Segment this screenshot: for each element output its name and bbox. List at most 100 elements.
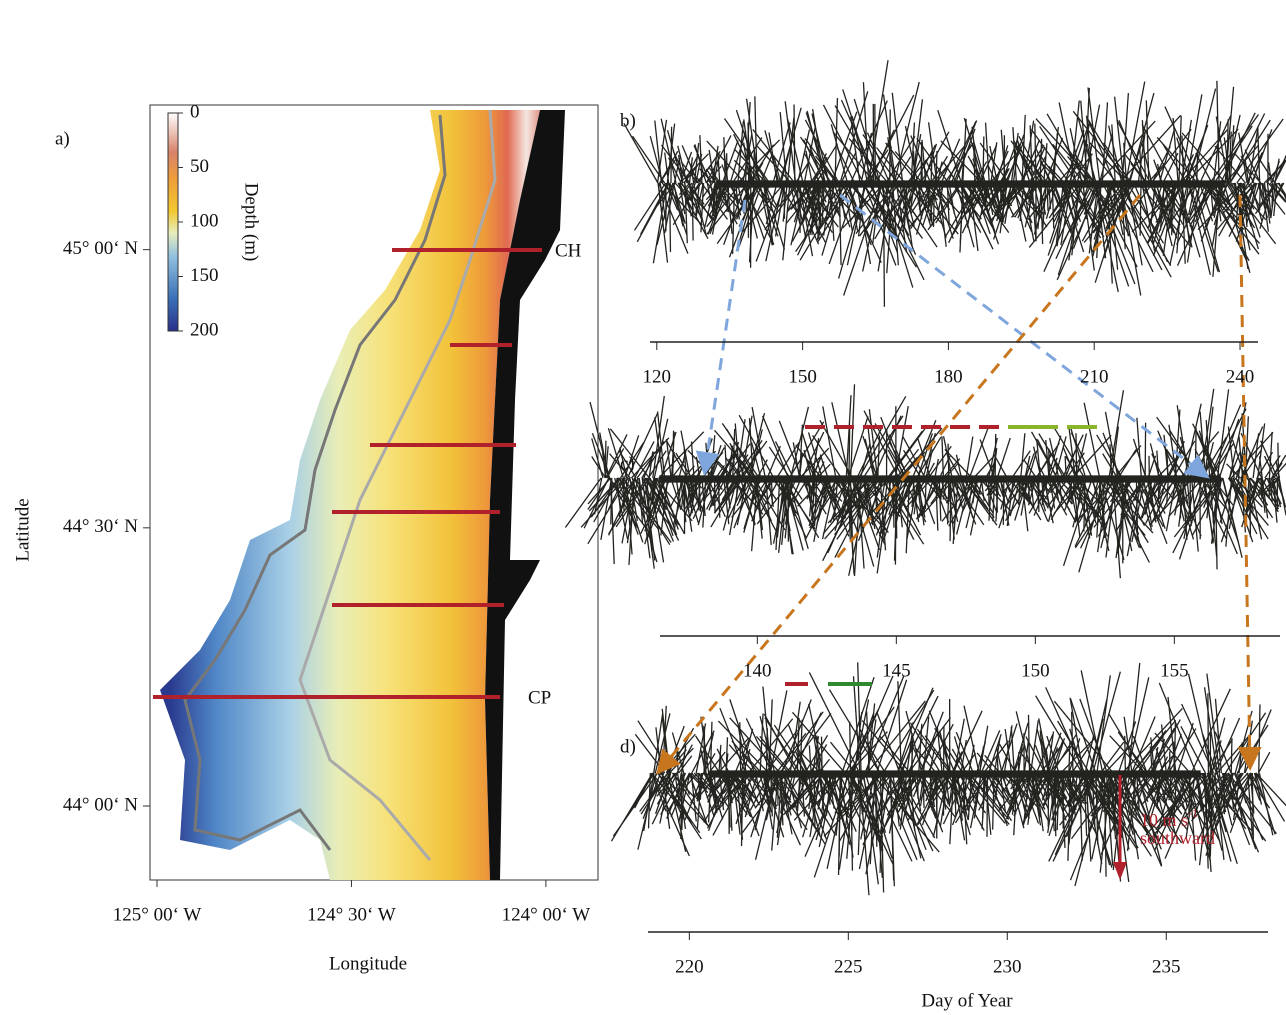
stick bbox=[728, 441, 740, 479]
stick bbox=[876, 712, 901, 774]
stick bbox=[848, 477, 871, 576]
stick bbox=[811, 182, 815, 236]
stick bbox=[1033, 165, 1046, 184]
stick bbox=[691, 730, 715, 774]
stick bbox=[944, 463, 959, 479]
connectors bbox=[656, 193, 1262, 775]
stick bbox=[1180, 772, 1205, 811]
stick bbox=[1229, 125, 1235, 184]
stick bbox=[681, 145, 699, 184]
stick bbox=[850, 675, 894, 774]
stick bbox=[1228, 477, 1269, 526]
stick bbox=[705, 165, 722, 184]
stick bbox=[968, 427, 989, 479]
stick bbox=[1011, 450, 1031, 479]
stick bbox=[874, 423, 907, 479]
stick bbox=[831, 477, 860, 509]
stick bbox=[876, 477, 889, 558]
stick bbox=[1103, 182, 1129, 259]
stick bbox=[1047, 731, 1055, 774]
stick bbox=[816, 182, 855, 243]
stick bbox=[1036, 728, 1050, 774]
stick bbox=[795, 751, 805, 774]
stick bbox=[961, 182, 972, 215]
stick bbox=[1127, 662, 1141, 774]
stick bbox=[856, 477, 865, 569]
stick bbox=[798, 772, 809, 796]
stick bbox=[1176, 182, 1216, 266]
stick bbox=[1246, 152, 1264, 184]
stick bbox=[1211, 477, 1223, 525]
stick bbox=[939, 772, 950, 827]
stick bbox=[966, 477, 982, 495]
stick bbox=[1171, 182, 1198, 221]
stick bbox=[894, 151, 923, 184]
stick bbox=[706, 772, 738, 829]
stick bbox=[728, 772, 750, 800]
stick bbox=[708, 751, 726, 774]
stick bbox=[1183, 772, 1227, 819]
stick bbox=[1039, 730, 1045, 774]
stick bbox=[1249, 772, 1255, 814]
stick bbox=[907, 738, 924, 774]
stick bbox=[798, 772, 836, 836]
stick bbox=[1013, 140, 1036, 184]
period-markers bbox=[785, 425, 1097, 686]
stick bbox=[1044, 772, 1070, 818]
stick bbox=[1111, 124, 1116, 184]
stick bbox=[1222, 772, 1249, 801]
stick bbox=[645, 477, 667, 511]
stick bbox=[903, 449, 922, 479]
stick bbox=[1056, 772, 1060, 831]
stick bbox=[1060, 138, 1093, 184]
stick bbox=[1204, 182, 1260, 255]
stick bbox=[840, 151, 857, 184]
stick bbox=[888, 425, 928, 479]
stick bbox=[1147, 182, 1164, 229]
stick bbox=[1048, 182, 1073, 219]
stick bbox=[1214, 731, 1232, 774]
stick bbox=[897, 681, 902, 774]
stick bbox=[1078, 477, 1104, 524]
stick bbox=[1031, 772, 1047, 792]
stick bbox=[987, 182, 1004, 225]
stick bbox=[908, 182, 947, 229]
stick bbox=[973, 452, 998, 479]
stick bbox=[728, 744, 755, 774]
stick bbox=[739, 722, 742, 774]
stick bbox=[1056, 182, 1102, 281]
stick bbox=[790, 182, 816, 210]
colorbar-tick-label: 50 bbox=[190, 156, 209, 177]
stick bbox=[670, 126, 673, 184]
stick bbox=[909, 772, 916, 832]
stick bbox=[1017, 477, 1035, 509]
stick bbox=[733, 772, 752, 793]
stick bbox=[1269, 477, 1273, 502]
site-label: CP bbox=[528, 687, 551, 708]
stick bbox=[804, 441, 816, 479]
stick bbox=[730, 454, 749, 479]
stick bbox=[887, 430, 923, 479]
y-tick-label: 44° 30‘ N bbox=[63, 516, 138, 537]
stick bbox=[825, 182, 851, 222]
x-tick-label: 145 bbox=[882, 660, 911, 681]
colorbar bbox=[167, 112, 179, 332]
stick bbox=[992, 772, 995, 830]
stick bbox=[1157, 754, 1175, 774]
stick bbox=[910, 739, 914, 774]
stick bbox=[983, 740, 1009, 774]
stick bbox=[607, 428, 624, 479]
stick bbox=[1175, 182, 1207, 245]
stick bbox=[779, 711, 824, 774]
stick bbox=[850, 182, 873, 216]
stick bbox=[764, 729, 799, 774]
stick bbox=[687, 477, 705, 512]
stick bbox=[862, 435, 878, 479]
stick bbox=[731, 772, 741, 835]
stick bbox=[1030, 477, 1049, 509]
stick bbox=[1163, 772, 1169, 800]
stick bbox=[1126, 477, 1143, 557]
stick bbox=[833, 182, 851, 228]
stick bbox=[1181, 135, 1185, 184]
stick bbox=[665, 438, 672, 479]
